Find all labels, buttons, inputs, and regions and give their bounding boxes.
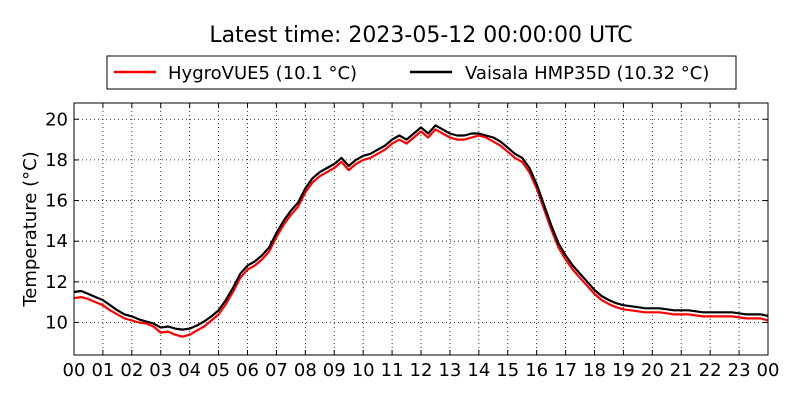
x-tick-label: 02	[120, 360, 143, 381]
x-tick-label: 12	[410, 360, 433, 381]
series-line-vaisala	[73, 124, 769, 331]
x-tick-label: 11	[381, 360, 404, 381]
x-tick-label: 20	[641, 360, 664, 381]
x-tick-label: 07	[265, 360, 288, 381]
x-tick-label: 04	[178, 360, 201, 381]
x-tick-label: 19	[612, 360, 635, 381]
x-tick-label: 15	[496, 360, 519, 381]
y-axis-label: Temperature (°C)	[20, 151, 41, 307]
x-tick-label: 16	[525, 360, 548, 381]
x-tick-label: 23	[728, 360, 751, 381]
x-tick-label: 03	[149, 360, 172, 381]
legend: HygroVUE5 (10.1 °C) Vaisala HMP35D (10.3…	[106, 55, 737, 90]
x-tick-label: 10	[352, 360, 375, 381]
x-tick-label: 06	[236, 360, 259, 381]
x-tick-label: 17	[554, 360, 577, 381]
grid	[74, 103, 768, 355]
x-tick-label: 21	[670, 360, 693, 381]
chart-title: Latest time: 2023-05-12 00:00:00 UTC	[209, 23, 632, 48]
series-group	[73, 124, 769, 338]
x-tick-label: 13	[438, 360, 461, 381]
y-tick-label: 16	[45, 191, 68, 212]
x-tick-label: 00	[757, 360, 780, 381]
series-line-hygrovue5	[73, 128, 769, 338]
x-tick-label: 09	[323, 360, 346, 381]
y-tick-label: 20	[45, 109, 68, 130]
x-tick-label: 08	[294, 360, 317, 381]
x-tick-label: 22	[699, 360, 722, 381]
x-tick-label: 05	[207, 360, 230, 381]
x-tick-label: 18	[583, 360, 606, 381]
plot-frame	[73, 102, 769, 356]
x-tick-label: 01	[91, 360, 114, 381]
y-tick-label: 18	[45, 150, 68, 171]
axis-ticks: 00 01 02 03 04 05 06 07 08 09 10 11 12 13 14 15 16 17 18 19…	[45, 103, 779, 381]
legend-label-hygrovue5: HygroVUE5 (10.1 °C)	[168, 63, 357, 84]
y-tick-label: 12	[45, 272, 68, 293]
x-tick-label: 14	[467, 360, 490, 381]
x-tick-label: 00	[63, 360, 86, 381]
legend-label-vaisala: Vaisala HMP35D (10.32 °C)	[465, 63, 709, 84]
y-tick-label: 10	[45, 312, 68, 333]
y-tick-label: 14	[45, 231, 68, 252]
